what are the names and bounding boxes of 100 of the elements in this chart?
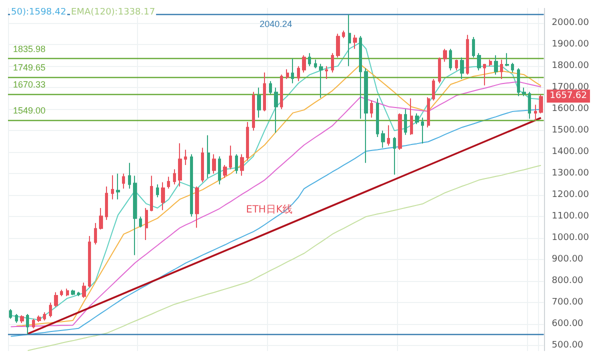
candlestick [489,59,492,67]
candlestick [246,121,249,162]
candlestick [269,80,272,95]
candlestick [291,58,294,84]
candlestick [252,91,255,132]
candlestick [297,66,300,82]
candlestick [421,117,424,144]
annotation: 1657.62 [550,91,587,102]
candlestick [505,52,509,67]
candlestick [376,98,379,138]
y-tick-label: 1400.00 [552,147,590,158]
candlestick [54,292,58,308]
candlestick [415,112,419,125]
y-tick-label: 900.00 [552,254,584,265]
candlestick [460,56,464,80]
candlestick [207,134,210,178]
candlestick [348,14,351,67]
candlestick [432,78,435,101]
candlestick [145,207,148,241]
candlestick [449,48,452,71]
candlestick [218,156,221,185]
candlestick [336,33,340,58]
candlestick [325,66,328,80]
annotation: EMA(120):1338.17 [71,8,156,18]
candlestick [398,112,402,150]
candlestick [364,68,368,164]
y-tick-label: 700.00 [552,298,584,308]
candlestick [229,145,232,170]
candlestick [66,288,69,297]
candlestick [178,142,182,187]
y-tick-label: 1900.00 [552,40,590,50]
candlestick [49,302,52,318]
candlestick [539,94,543,114]
candlestick [286,68,289,80]
y-tick-label: 1500.00 [552,126,590,136]
candlestick [511,62,514,74]
y-tick-label: 1100.00 [552,212,590,222]
candlestick [184,149,187,166]
candlestick [173,168,176,185]
candlestick [274,87,278,134]
candlestick [156,184,159,198]
candlestick [37,315,41,322]
candlestick [60,289,63,297]
candlestick [201,147,204,183]
candlestick [77,291,80,297]
ref-line-label: 1549.00 [13,106,46,116]
candlestick [190,154,193,218]
candlestick [472,36,475,58]
candlestick [427,96,430,128]
candlestick [26,314,29,336]
y-tick-label: 500.00 [552,340,584,351]
candlestick [359,35,362,120]
candlestick [342,30,345,39]
candlestick [308,52,311,67]
candlestick [517,68,520,97]
candlestick [500,59,503,80]
candlestick [116,173,120,200]
candlestick [71,289,75,296]
y-tick-label: 1800.00 [552,61,590,72]
annotation: 50):1598.42 [11,8,66,18]
y-tick-label: 800.00 [552,276,584,286]
ref-line-label: 1670.33 [13,79,46,90]
candlestick [263,72,266,112]
y-tick-label: 1200.00 [552,190,590,200]
candlestick [94,222,97,246]
candlestick [443,48,447,62]
candlestick [9,308,12,320]
candlestick [404,108,407,136]
candlestick [353,34,357,50]
candlestick [280,74,283,110]
candlestick [438,56,441,84]
candlestick [111,174,114,200]
candlestick [167,176,170,190]
candlestick [370,100,373,118]
line-series [27,164,542,351]
candlestick [477,52,481,71]
candlestick [331,52,334,74]
y-tick-label: 1300.00 [552,168,590,179]
ref-line-label: 2040.24 [260,18,292,29]
candlestick [139,216,142,228]
y-tick-label: 600.00 [552,319,584,330]
candlestick [223,164,227,178]
candlestick [20,314,24,324]
candlestick [150,175,153,212]
candlestick [122,173,125,190]
candlestick [15,314,18,324]
candlestick [43,312,46,321]
candlestick [302,54,306,74]
candlestick [82,282,86,298]
candlestick [483,63,486,86]
candlestick [212,154,216,174]
candlestick [393,136,396,176]
candlestick [522,87,526,97]
candlestick [257,87,261,118]
y-tick-label: 2000.00 [552,18,590,28]
candlestick [99,207,103,230]
candlestick [128,162,131,190]
candlestick [240,154,244,176]
ref-line-label: 1835.98 [13,44,46,54]
candlestick [381,130,385,148]
